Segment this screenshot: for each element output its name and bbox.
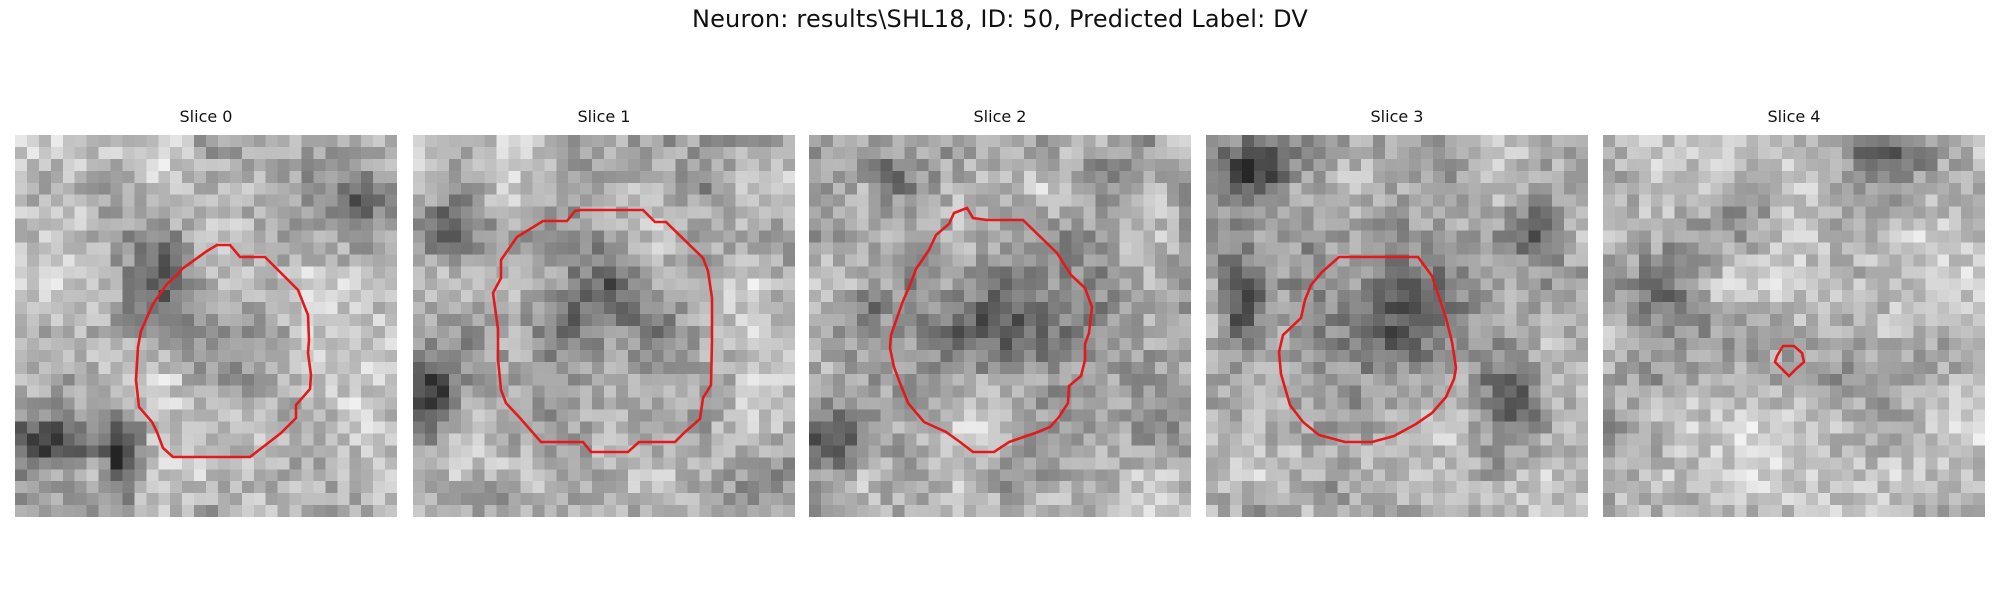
slice-image bbox=[413, 135, 795, 517]
contour-outline bbox=[888, 206, 1094, 454]
grayscale-slice-image bbox=[809, 135, 1191, 517]
slice-panel-4: Slice 4 bbox=[1603, 107, 1985, 521]
slice-image bbox=[809, 135, 1191, 517]
segmentation-contour bbox=[888, 206, 1094, 454]
slice-title: Slice 1 bbox=[577, 107, 631, 126]
slice-image bbox=[15, 135, 397, 517]
figure-title: Neuron: results\SHL18, ID: 50, Predicted… bbox=[691, 5, 1309, 33]
slice-panel-1: Slice 1 bbox=[413, 107, 795, 521]
slice-title: Slice 2 bbox=[973, 107, 1027, 126]
grayscale-slice-image bbox=[15, 135, 397, 517]
grayscale-slice-image bbox=[1206, 135, 1588, 517]
grayscale-slice-image bbox=[413, 135, 795, 517]
slice-image bbox=[1206, 135, 1588, 517]
segmentation-contour bbox=[1773, 344, 1806, 378]
slice-panel-2: Slice 2 bbox=[809, 107, 1191, 521]
slice-title: Slice 4 bbox=[1767, 107, 1821, 126]
slice-title: Slice 0 bbox=[179, 107, 233, 126]
slice-panel-3: Slice 3 bbox=[1206, 107, 1588, 521]
contour-outline bbox=[1277, 255, 1458, 444]
segmentation-contour bbox=[134, 243, 313, 459]
segmentation-contour bbox=[1277, 255, 1458, 444]
segmentation-contour bbox=[491, 208, 714, 454]
slice-title: Slice 3 bbox=[1370, 107, 1424, 126]
contour-outline bbox=[491, 208, 714, 454]
slice-panel-0: Slice 0 bbox=[15, 107, 397, 521]
grayscale-slice-image bbox=[1603, 135, 1985, 517]
slice-image bbox=[1603, 135, 1985, 517]
contour-outline bbox=[134, 243, 313, 459]
contour-outline bbox=[1773, 344, 1806, 378]
